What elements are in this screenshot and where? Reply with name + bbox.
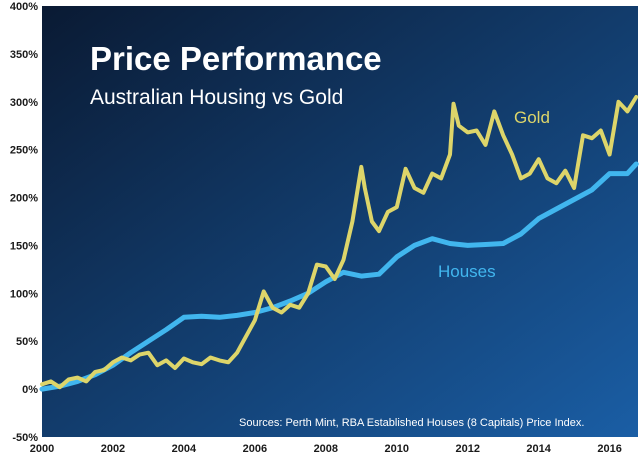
x-axis: 2000 2002 2004 2006 2008 2010 2012 2014 2016 bbox=[30, 443, 622, 455]
y-tick-label: -50% bbox=[12, 432, 38, 444]
x-tick-label: 2008 bbox=[314, 443, 338, 455]
x-tick-label: 2006 bbox=[243, 443, 267, 455]
series-line-houses bbox=[39, 161, 639, 392]
y-tick-label: 150% bbox=[10, 240, 38, 252]
y-tick-label: 100% bbox=[10, 288, 38, 300]
y-tick-label: 200% bbox=[10, 193, 38, 205]
y-tick-label: 350% bbox=[10, 49, 38, 61]
series-layer bbox=[39, 95, 639, 392]
series-label-gold: Gold bbox=[514, 108, 550, 127]
y-tick-label: 300% bbox=[10, 97, 38, 109]
chart-title: Price Performance bbox=[90, 40, 382, 77]
x-tick-label: 2002 bbox=[101, 443, 125, 455]
x-tick-label: 2004 bbox=[172, 443, 197, 455]
y-tick-label: 250% bbox=[10, 145, 38, 157]
y-tick-label: 50% bbox=[16, 336, 38, 348]
y-tick-label: 400% bbox=[10, 1, 38, 13]
y-tick-label: 0% bbox=[22, 384, 38, 396]
chart-subtitle: Australian Housing vs Gold bbox=[90, 86, 343, 109]
source-note: Sources: Perth Mint, RBA Established Hou… bbox=[239, 417, 584, 429]
x-tick-label: 2014 bbox=[526, 443, 551, 455]
y-axis: -50% 0% 50% 100% 150% 200% 250% 300% 350% 400% bbox=[10, 1, 38, 444]
x-tick-label: 2012 bbox=[455, 443, 479, 455]
series-label-houses: Houses bbox=[438, 262, 496, 281]
x-tick-label: 2000 bbox=[30, 443, 54, 455]
series-line-gold bbox=[40, 95, 639, 390]
x-tick-label: 2010 bbox=[385, 443, 409, 455]
x-tick-label: 2016 bbox=[597, 443, 621, 455]
